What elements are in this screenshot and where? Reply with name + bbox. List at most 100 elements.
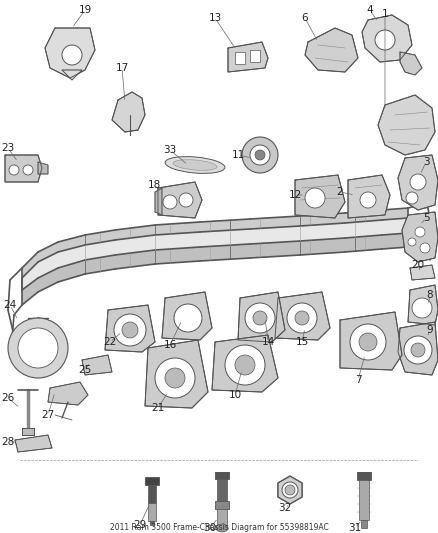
Polygon shape <box>305 28 358 72</box>
Polygon shape <box>62 70 82 80</box>
Circle shape <box>285 485 295 495</box>
Polygon shape <box>155 188 162 215</box>
Text: 16: 16 <box>163 340 177 350</box>
Polygon shape <box>22 428 34 435</box>
Polygon shape <box>105 305 155 352</box>
Circle shape <box>415 227 425 237</box>
Bar <box>217 479 227 501</box>
Text: 32: 32 <box>279 503 292 513</box>
Ellipse shape <box>216 524 228 532</box>
Polygon shape <box>348 175 390 218</box>
Bar <box>235 52 245 64</box>
Polygon shape <box>340 312 402 370</box>
Circle shape <box>62 45 82 65</box>
Circle shape <box>122 322 138 338</box>
Bar <box>215 472 229 479</box>
Text: 12: 12 <box>288 190 302 200</box>
Ellipse shape <box>173 160 217 171</box>
Text: 31: 31 <box>348 523 362 533</box>
Polygon shape <box>362 15 412 62</box>
Bar <box>359 480 369 520</box>
Polygon shape <box>378 95 435 155</box>
Text: 10: 10 <box>229 390 242 400</box>
Circle shape <box>8 318 68 378</box>
Bar <box>150 521 154 525</box>
Circle shape <box>411 343 425 357</box>
Circle shape <box>114 314 146 346</box>
Text: 7: 7 <box>355 375 361 385</box>
Polygon shape <box>398 322 438 375</box>
Text: 4: 4 <box>367 5 373 15</box>
Bar <box>148 503 156 521</box>
Circle shape <box>359 333 377 351</box>
Polygon shape <box>22 208 408 278</box>
Text: 11: 11 <box>231 150 245 160</box>
Text: 5: 5 <box>423 213 429 223</box>
Polygon shape <box>400 52 422 75</box>
Circle shape <box>305 188 325 208</box>
Circle shape <box>360 192 376 208</box>
Bar <box>145 477 159 485</box>
Bar <box>217 509 227 527</box>
Bar <box>361 520 367 528</box>
Text: 29: 29 <box>134 520 147 530</box>
Polygon shape <box>410 265 435 280</box>
Circle shape <box>412 298 432 318</box>
Circle shape <box>255 150 265 160</box>
Ellipse shape <box>165 157 225 173</box>
Circle shape <box>375 30 395 50</box>
Circle shape <box>18 328 58 368</box>
Polygon shape <box>145 340 208 408</box>
Bar <box>357 472 371 480</box>
Text: 17: 17 <box>115 63 129 73</box>
Text: 20: 20 <box>411 260 424 270</box>
Text: 14: 14 <box>261 337 275 347</box>
Bar <box>215 501 229 509</box>
Text: 26: 26 <box>1 393 14 403</box>
Circle shape <box>295 311 309 325</box>
Text: 22: 22 <box>103 337 117 347</box>
Circle shape <box>242 137 278 173</box>
Polygon shape <box>15 435 52 452</box>
Circle shape <box>253 311 267 325</box>
Circle shape <box>225 345 265 385</box>
Circle shape <box>9 165 19 175</box>
Polygon shape <box>408 285 438 325</box>
Polygon shape <box>158 182 202 218</box>
Circle shape <box>282 482 298 498</box>
Circle shape <box>408 238 416 246</box>
Circle shape <box>406 192 418 204</box>
Text: 8: 8 <box>427 290 433 300</box>
Circle shape <box>410 174 426 190</box>
Text: 30: 30 <box>203 523 216 533</box>
Circle shape <box>23 165 33 175</box>
Polygon shape <box>5 155 42 182</box>
Text: 9: 9 <box>427 325 433 335</box>
Polygon shape <box>275 292 330 340</box>
Circle shape <box>245 303 275 333</box>
Text: 2: 2 <box>337 187 343 197</box>
Polygon shape <box>38 162 48 174</box>
Text: 2011 Ram 3500 Frame-Chassis Diagram for 55398819AC: 2011 Ram 3500 Frame-Chassis Diagram for … <box>110 522 328 531</box>
Text: 1: 1 <box>381 9 389 19</box>
Bar <box>250 50 260 62</box>
Polygon shape <box>82 355 112 375</box>
Circle shape <box>350 324 386 360</box>
Circle shape <box>179 193 193 207</box>
Polygon shape <box>48 382 88 405</box>
Polygon shape <box>22 218 408 290</box>
Polygon shape <box>112 92 145 132</box>
Text: 27: 27 <box>41 410 55 420</box>
Text: 24: 24 <box>4 300 17 310</box>
Text: 33: 33 <box>163 145 177 155</box>
Circle shape <box>174 304 202 332</box>
Circle shape <box>235 355 255 375</box>
Text: 6: 6 <box>302 13 308 23</box>
Polygon shape <box>402 212 438 262</box>
Circle shape <box>163 195 177 209</box>
Polygon shape <box>398 155 438 210</box>
Circle shape <box>404 336 432 364</box>
Polygon shape <box>162 292 212 340</box>
Polygon shape <box>228 42 268 72</box>
Text: 23: 23 <box>1 143 14 153</box>
